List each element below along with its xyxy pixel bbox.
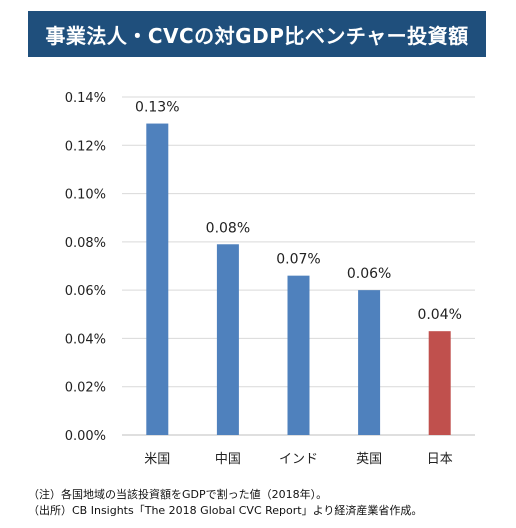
banner-title: 事業法人・CVCの対GDP比ベンチャー投資額	[45, 23, 469, 48]
y-tick-label: 0.00%	[65, 429, 106, 444]
data-label: 0.07%	[276, 252, 320, 268]
y-tick-label: 0.02%	[65, 381, 106, 396]
data-label: 0.04%	[417, 307, 461, 323]
data-label: 0.08%	[206, 220, 250, 236]
bar-chart: 0.00% 0.02% 0.04% 0.06% 0.08% 0.10% 0.12% 0.14%…	[65, 91, 475, 467]
bar	[146, 123, 169, 436]
y-tick-label: 0.14%	[65, 91, 106, 106]
bar	[358, 290, 381, 435]
y-tick-label: 0.08%	[65, 236, 106, 251]
data-label: 0.06%	[347, 266, 391, 282]
bar	[428, 331, 451, 435]
y-tick-label: 0.06%	[65, 284, 106, 299]
y-tick-label: 0.04%	[65, 332, 106, 347]
y-tick-label: 0.10%	[65, 188, 106, 203]
data-label: 0.13%	[135, 100, 179, 116]
x-tick-label: 米国	[144, 452, 170, 467]
y-tick-label: 0.12%	[65, 139, 106, 154]
x-tick-label: 日本	[427, 452, 453, 467]
x-tick-label: 英国	[356, 452, 382, 467]
chart-title-banner: 事業法人・CVCの対GDP比ベンチャー投資額	[28, 11, 486, 57]
bar	[216, 244, 239, 435]
footnote-note: （注）各国地域の当該投資額をGDPで割った値（2018年）。	[28, 488, 328, 501]
x-tick-label: 中国	[215, 452, 241, 467]
x-tick-label: インド	[279, 452, 318, 467]
bar	[287, 275, 310, 435]
footnote-source: （出所）CB Insights「The 2018 Global CVC Repo…	[28, 504, 423, 517]
